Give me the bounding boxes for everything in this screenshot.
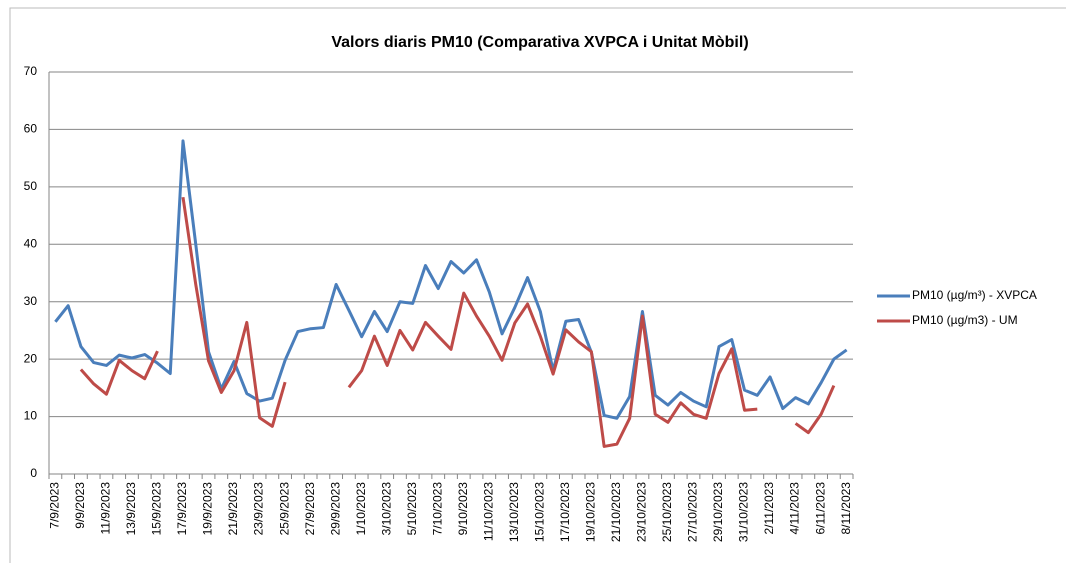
y-tick-label: 20 xyxy=(24,351,38,365)
x-tick-label: 23/10/2023 xyxy=(635,482,649,542)
x-tick-label: 11/9/2023 xyxy=(99,482,113,535)
x-tick-label: 13/9/2023 xyxy=(124,482,138,536)
x-tick-label: 15/9/2023 xyxy=(150,482,164,536)
x-tick-label: 7/9/2023 xyxy=(48,482,62,529)
x-tick-label: 27/10/2023 xyxy=(686,482,700,542)
x-tick-label: 29/9/2023 xyxy=(328,482,342,536)
x-tick-label: 31/10/2023 xyxy=(737,482,751,542)
x-tick-label: 7/10/2023 xyxy=(430,482,444,536)
x-tick-label: 1/10/2023 xyxy=(354,482,368,536)
series-line xyxy=(79,196,836,448)
x-tick-label: 4/11/2023 xyxy=(788,482,802,535)
y-tick-label: 40 xyxy=(24,236,38,250)
legend-label: PM10 (µg/m³) - XVPCA xyxy=(912,288,1037,302)
x-tick-label: 19/10/2023 xyxy=(584,482,598,542)
x-tick-label: 19/9/2023 xyxy=(201,482,215,536)
y-tick-label: 10 xyxy=(24,409,38,423)
x-tick-label: 17/10/2023 xyxy=(558,482,572,542)
chart-frame xyxy=(9,7,1066,563)
legend-label: PM10 (µg/m3) - UM xyxy=(912,313,1018,327)
x-tick-label: 17/9/2023 xyxy=(175,482,189,536)
y-tick-label: 0 xyxy=(30,466,37,480)
y-tick-label: 70 xyxy=(24,64,38,78)
y-tick-label: 60 xyxy=(24,122,38,136)
x-tick-label: 25/10/2023 xyxy=(660,482,674,542)
x-tick-label: 27/9/2023 xyxy=(303,482,317,536)
x-tick-label: 25/9/2023 xyxy=(277,482,291,536)
y-tick-label: 30 xyxy=(24,294,38,308)
y-tick-label: 50 xyxy=(24,179,38,193)
x-tick-label: 2/11/2023 xyxy=(762,482,776,535)
x-tick-label: 21/10/2023 xyxy=(609,482,623,542)
x-tick-label: 11/10/2023 xyxy=(481,482,495,541)
x-tick-label: 23/9/2023 xyxy=(252,482,266,536)
x-tick-label: 21/9/2023 xyxy=(226,482,240,536)
x-tick-label: 8/11/2023 xyxy=(839,482,853,535)
x-tick-label: 15/10/2023 xyxy=(533,482,547,542)
x-tick-label: 9/9/2023 xyxy=(73,482,87,529)
chart-title: Valors diaris PM10 (Comparativa XVPCA i … xyxy=(331,34,748,51)
x-tick-label: 3/10/2023 xyxy=(379,482,393,536)
x-tick-label: 9/10/2023 xyxy=(456,482,470,536)
x-tick-label: 6/11/2023 xyxy=(813,482,827,535)
x-tick-label: 5/10/2023 xyxy=(405,482,419,536)
series-line xyxy=(54,139,848,420)
x-tick-label: 29/10/2023 xyxy=(711,482,725,542)
x-tick-label: 13/10/2023 xyxy=(507,482,521,542)
